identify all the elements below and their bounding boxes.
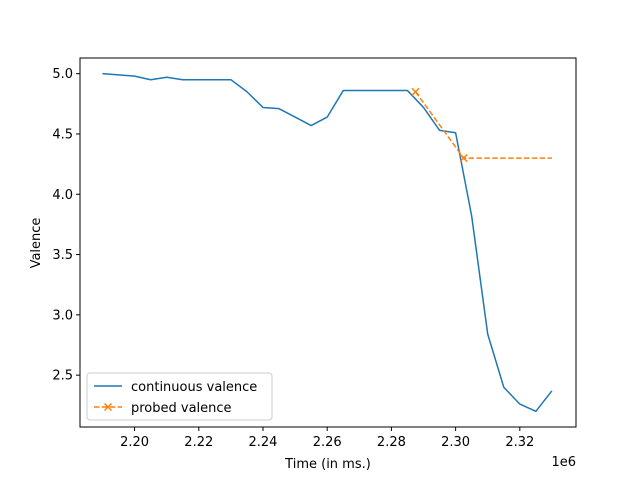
x-axis-label: Time (in ms.) — [284, 457, 371, 472]
y-tick-label: 3.0 — [52, 308, 73, 323]
x-tick-label: 2.20 — [120, 435, 149, 450]
legend-label-continuous: continuous valence — [131, 380, 257, 395]
x-tick-label: 2.30 — [441, 435, 470, 450]
probed-valence-marker — [459, 154, 468, 163]
y-tick-label: 5.0 — [52, 67, 73, 82]
probed-valence-marker — [411, 87, 420, 96]
axes-frame — [79, 57, 577, 428]
x-tick-label: 2.28 — [377, 435, 406, 450]
x-axis-offset-label: 1e6 — [551, 455, 576, 470]
y-axis: 2.5 3.0 3.5 4.0 4.5 5.0 — [52, 67, 80, 384]
y-tick-label: 4.0 — [52, 188, 73, 203]
y-tick-label: 3.5 — [52, 248, 73, 263]
x-tick-label: 2.24 — [249, 435, 278, 450]
x-tick-label: 2.32 — [505, 435, 534, 450]
legend: continuous valence probed valence — [86, 372, 273, 421]
x-axis: 2.20 2.22 2.24 2.26 2.28 2.30 2.32 — [120, 427, 534, 450]
legend-box — [86, 372, 273, 421]
series-continuous-valence-line — [102, 72, 553, 413]
y-tick-label: 4.5 — [52, 127, 73, 142]
y-axis-label: Valence — [29, 218, 44, 269]
x-tick-label: 2.26 — [313, 435, 342, 450]
legend-marker-probed — [103, 402, 113, 412]
y-tick-label: 2.5 — [52, 369, 73, 384]
legend-label-probed: probed valence — [131, 401, 232, 416]
x-tick-label: 2.22 — [184, 435, 213, 450]
plot-area — [102, 72, 553, 413]
